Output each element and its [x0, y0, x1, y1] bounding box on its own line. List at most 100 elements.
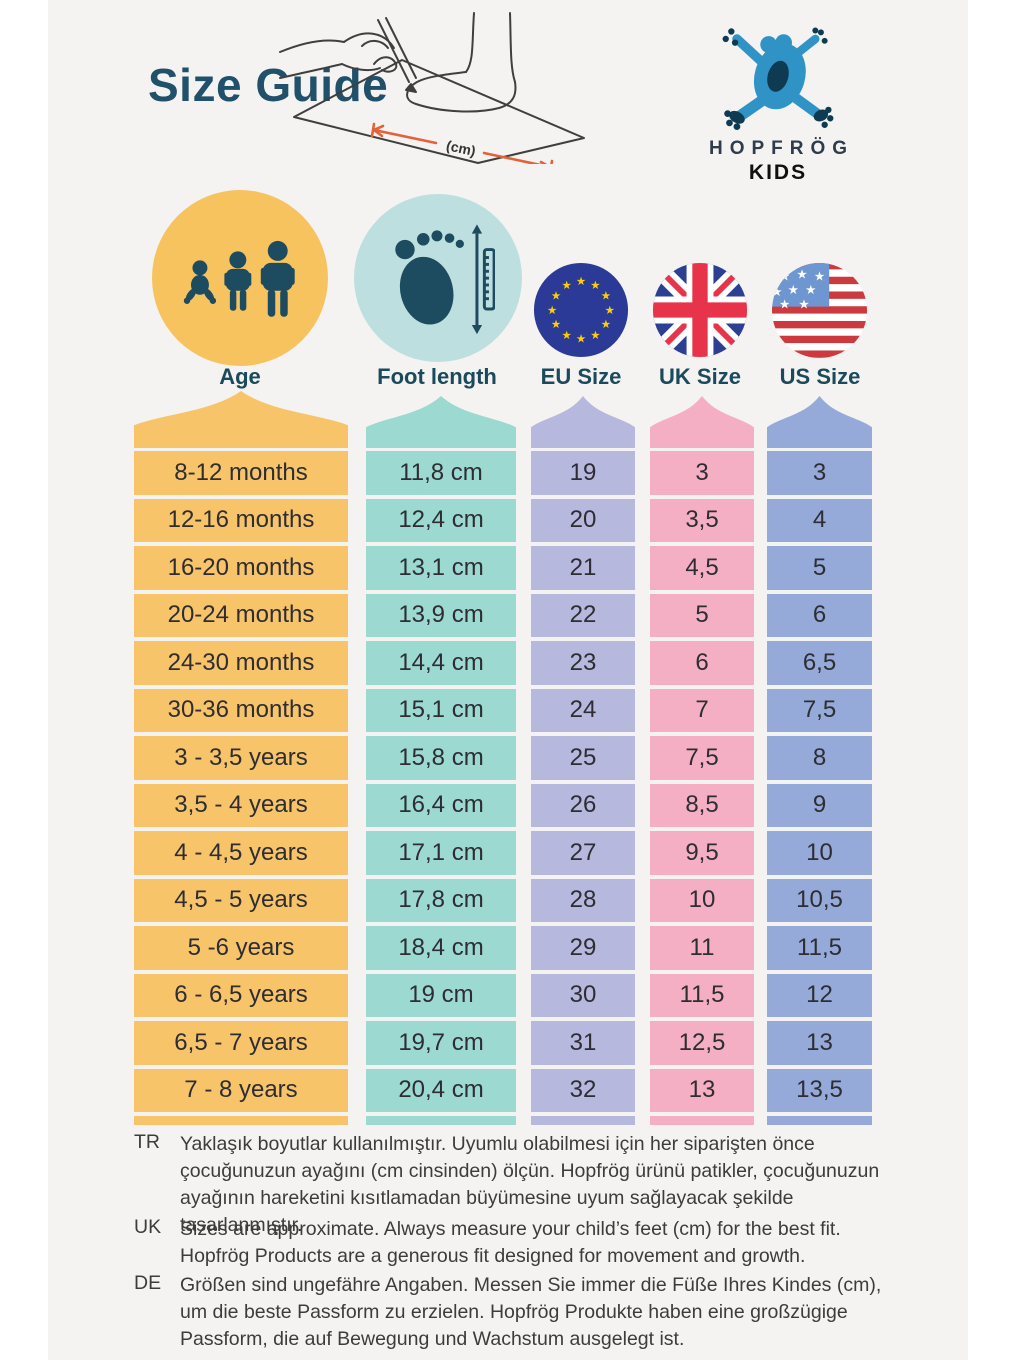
note-tr: TR Yaklaşık boyutlar kullanılmıştır. Uyu… [134, 1131, 914, 1239]
table-cell-uk: 7,5 [650, 736, 754, 780]
table-cell-age: 4,5 - 5 years [134, 878, 348, 922]
table-cell-age: 6,5 - 7 years [134, 1021, 348, 1065]
table-cell-us: 10,5 [767, 878, 872, 922]
svg-text:★: ★ [771, 284, 782, 299]
table-row: 3,5 - 4 years 16,4 cm 26 8,5 9 [0, 783, 1020, 827]
column-cap-age [134, 391, 348, 448]
table-cell-age: 3,5 - 4 years [134, 783, 348, 827]
note-lang-uk: UK [134, 1216, 162, 1238]
uk-flag-icon [652, 262, 748, 358]
table-cell-us: 4 [767, 498, 872, 542]
table-cell-us: 11,5 [767, 926, 872, 970]
svg-text:★: ★ [590, 278, 600, 292]
table-body: 8-12 months 11,8 cm 19 3 3 12-16 months 12,4 c… [0, 451, 1020, 1112]
table-row: 4,5 - 5 years 17,8 cm 28 10 10,5 [0, 878, 1020, 922]
table-row: 3 - 3,5 years 15,8 cm 25 7,5 8 [0, 736, 1020, 780]
table-cutoff-cell-uk [650, 1116, 754, 1125]
foot-ruler-icon [395, 224, 496, 334]
us-size-icon-circle: ★ ★ ★ ★ ★ ★ ★ ★ [771, 262, 868, 359]
table-row: 7 - 8 years 20,4 cm 32 13 13,5 [0, 1068, 1020, 1112]
svg-text:★: ★ [547, 303, 557, 317]
svg-text:★: ★ [605, 303, 615, 317]
table-cutoff-cell-foot [366, 1116, 516, 1125]
table-row: 12-16 months 12,4 cm 20 3,5 4 [0, 498, 1020, 542]
table-cell-foot: 17,1 cm [366, 831, 516, 875]
table-cell-foot: 14,4 cm [366, 641, 516, 685]
table-cell-foot: 16,4 cm [366, 783, 516, 827]
table-cell-us: 12 [767, 973, 872, 1017]
table-row: 30-36 months 15,1 cm 24 7 7,5 [0, 688, 1020, 732]
table-cell-age: 30-36 months [134, 688, 348, 732]
table-cell-us: 6 [767, 593, 872, 637]
table-cell-foot: 12,4 cm [366, 498, 516, 542]
table-cell-eu: 30 [531, 973, 635, 1017]
table-cell-us: 7,5 [767, 688, 872, 732]
table-cell-eu: 31 [531, 1021, 635, 1065]
table-cell-age: 6 - 6,5 years [134, 973, 348, 1017]
table-cell-eu: 23 [531, 641, 635, 685]
table-cell-eu: 19 [531, 451, 635, 495]
table-cell-uk: 7 [650, 688, 754, 732]
table-cell-us: 8 [767, 736, 872, 780]
svg-text:★: ★ [788, 282, 799, 297]
table-cell-uk: 3 [650, 451, 754, 495]
table-cell-uk: 11 [650, 926, 754, 970]
table-cell-us: 13,5 [767, 1068, 872, 1112]
note-lang-de: DE [134, 1272, 162, 1294]
table-cell-eu: 26 [531, 783, 635, 827]
frog-logo-icon [722, 27, 834, 131]
column-label-us: US Size [779, 364, 861, 389]
column-label-uk: UK Size [659, 364, 741, 389]
table-cell-foot: 15,8 cm [366, 736, 516, 780]
table-cell-uk: 10 [650, 878, 754, 922]
table-cell-foot: 19,7 cm [366, 1021, 516, 1065]
svg-text:★: ★ [590, 328, 600, 342]
table-row: 4 - 4,5 years 17,1 cm 27 9,5 10 [0, 831, 1020, 875]
table-cell-eu: 21 [531, 546, 635, 590]
table-cell-us: 9 [767, 783, 872, 827]
table-cell-foot: 15,1 cm [366, 688, 516, 732]
table-cell-uk: 8,5 [650, 783, 754, 827]
table-cell-us: 3 [767, 451, 872, 495]
table-cell-age: 4 - 4,5 years [134, 831, 348, 875]
table-row: 20-24 months 13,9 cm 22 5 6 [0, 593, 1020, 637]
column-cap-eu [531, 396, 635, 448]
family-icon [183, 241, 295, 317]
table-row: 16-20 months 13,1 cm 21 4,5 5 [0, 546, 1020, 590]
table-cell-eu: 24 [531, 688, 635, 732]
table-cell-uk: 9,5 [650, 831, 754, 875]
svg-text:★: ★ [814, 268, 825, 283]
svg-text:★: ★ [805, 282, 816, 297]
table-cell-eu: 29 [531, 926, 635, 970]
table-cell-foot: 13,9 cm [366, 593, 516, 637]
foot-measure-illustration: (cm) [279, 12, 585, 164]
brand-subname: KIDS [748, 161, 808, 184]
table-cutoff-cell-eu [531, 1116, 635, 1125]
table-cell-us: 5 [767, 546, 872, 590]
table-cell-us: 13 [767, 1021, 872, 1065]
note-text-tr: Yaklaşık boyutlar kullanılmıştır. Uyumlu… [180, 1133, 880, 1236]
table-row: 6,5 - 7 years 19,7 cm 31 12,5 13 [0, 1021, 1020, 1065]
foot-length-icon-circle [354, 194, 522, 362]
svg-text:★: ★ [576, 274, 586, 288]
uk-size-icon-circle [652, 262, 748, 358]
note-lang-tr: TR [134, 1131, 160, 1153]
table-cell-us: 6,5 [767, 641, 872, 685]
table-cutoff-cell-us [767, 1116, 872, 1125]
table-cell-uk: 11,5 [650, 973, 754, 1017]
svg-text:★: ★ [561, 328, 571, 342]
table-cell-uk: 5 [650, 593, 754, 637]
table-cell-eu: 32 [531, 1068, 635, 1112]
table-cell-uk: 12,5 [650, 1021, 754, 1065]
table-cell-foot: 18,4 cm [366, 926, 516, 970]
table-cell-uk: 4,5 [650, 546, 754, 590]
column-cap-foot [366, 396, 516, 448]
table-cell-age: 20-24 months [134, 593, 348, 637]
table-cell-us: 10 [767, 831, 872, 875]
column-cap-uk [650, 396, 754, 448]
table-row: 8-12 months 11,8 cm 19 3 3 [0, 451, 1020, 495]
table-cell-foot: 17,8 cm [366, 878, 516, 922]
table-cell-age: 12-16 months [134, 498, 348, 542]
column-label-age: Age [219, 364, 261, 389]
